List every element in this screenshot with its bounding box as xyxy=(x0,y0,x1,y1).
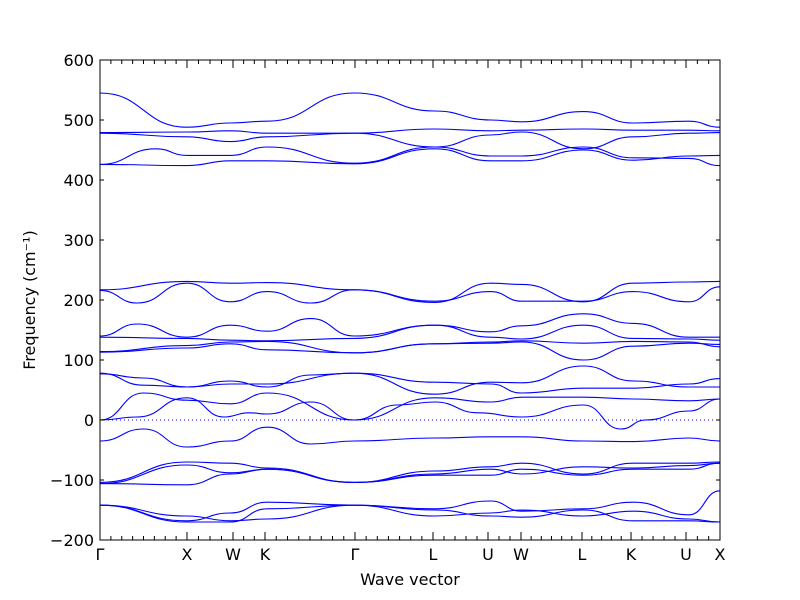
x-tick-label: X xyxy=(715,545,726,564)
x-tick-label: W xyxy=(513,545,529,564)
y-tick-label: 500 xyxy=(63,111,94,130)
x-tick-label: X xyxy=(182,545,193,564)
y-tick-label: 0 xyxy=(84,411,94,430)
band-line-15 xyxy=(99,397,721,430)
x-tick-label: Γ xyxy=(351,545,360,564)
band-line-19 xyxy=(99,462,721,486)
x-tick-label: W xyxy=(225,545,241,564)
band-line-9 xyxy=(99,324,721,342)
y-axis-ticks: −200 −100 0 100 200 300 400 500 600 xyxy=(50,51,720,550)
y-tick-label: −200 xyxy=(50,531,94,550)
y-tick-label: −100 xyxy=(50,471,94,490)
band-line-13 xyxy=(99,372,721,394)
x-tick-label: K xyxy=(260,545,271,564)
x-tick-label: Γ xyxy=(96,545,105,564)
x-tick-label: U xyxy=(680,545,692,564)
y-tick-label: 100 xyxy=(63,351,94,370)
band-line-8 xyxy=(99,313,720,338)
x-tick-label: L xyxy=(578,545,587,564)
band-line-4 xyxy=(99,146,721,167)
band-line-21 xyxy=(99,504,721,523)
band-line-18 xyxy=(99,462,721,485)
y-axis-label: Frequency (cm⁻¹) xyxy=(20,230,39,369)
band-line-20 xyxy=(99,490,721,522)
band-line-22 xyxy=(99,504,721,523)
band-line-2 xyxy=(99,128,721,134)
y-tick-label: 200 xyxy=(63,291,94,310)
y-tick-label: 400 xyxy=(63,171,94,190)
band-lines xyxy=(99,92,721,523)
band-line-11 xyxy=(99,341,721,361)
x-tick-label: U xyxy=(482,545,494,564)
band-line-5 xyxy=(99,148,721,167)
x-axis-label: Wave vector xyxy=(360,570,460,589)
band-line-17 xyxy=(99,461,721,483)
band-line-16 xyxy=(99,426,721,448)
band-line-1 xyxy=(99,92,721,128)
y-tick-label: 300 xyxy=(63,231,94,250)
x-tick-label: K xyxy=(626,545,637,564)
band-line-3 xyxy=(99,131,721,150)
band-line-7 xyxy=(99,282,721,304)
x-tick-label: L xyxy=(429,545,438,564)
band-line-14 xyxy=(99,392,721,421)
y-tick-label: 600 xyxy=(63,51,94,70)
